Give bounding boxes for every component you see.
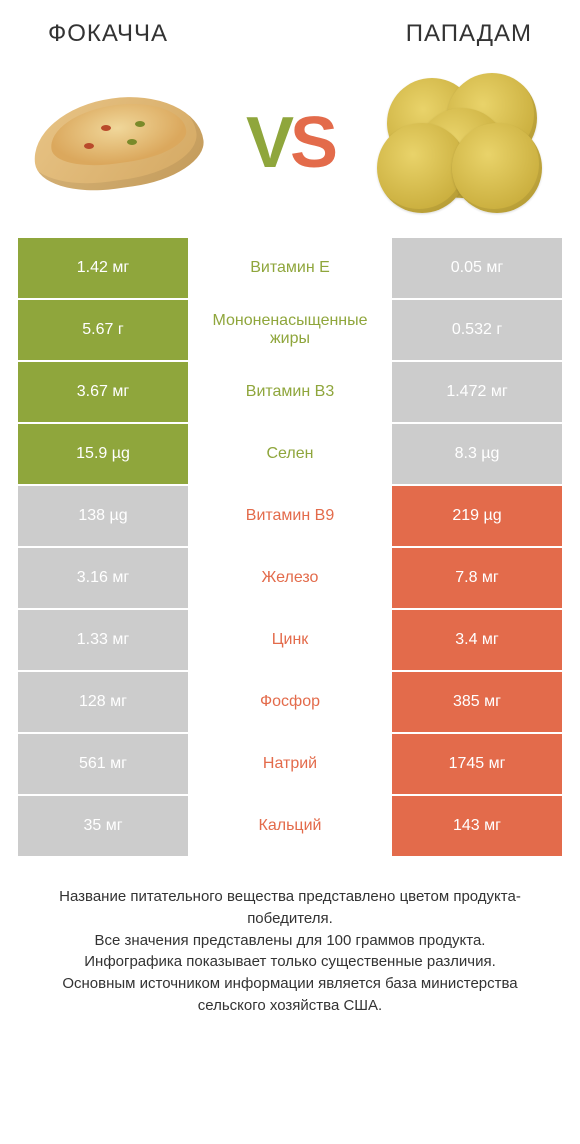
footer-line: Название питательного вещества представл… [30,886,550,930]
right-title: ПАПАДАМ [406,20,532,48]
table-row: 15.9 µgСелен8.3 µg [18,424,562,486]
left-title: ФОКАЧЧА [48,20,168,48]
left-value-cell: 35 мг [18,796,188,856]
left-value-cell: 3.16 мг [18,548,188,608]
table-row: 1.33 мгЦинк3.4 мг [18,610,562,672]
nutrient-label: Фосфор [188,672,392,732]
nutrient-label: Натрий [188,734,392,794]
right-value-cell: 0.532 г [392,300,562,360]
left-value-cell: 138 µg [18,486,188,546]
table-row: 1.42 мгВитамин E0.05 мг [18,238,562,300]
papadam-illustration [377,68,547,218]
nutrient-label: Витамин E [188,238,392,298]
table-row: 3.16 мгЖелезо7.8 мг [18,548,562,610]
table-row: 5.67 гМононенасыщенные жиры0.532 г [18,300,562,362]
footer-line: Инфографика показывает только существенн… [30,951,550,973]
left-value-cell: 5.67 г [18,300,188,360]
infographic-root: ФОКАЧЧА ПАПАДАМ VS 1 [0,0,580,1027]
right-value-cell: 1.472 мг [392,362,562,422]
nutrient-label: Селен [188,424,392,484]
left-value-cell: 128 мг [18,672,188,732]
right-value-cell: 3.4 мг [392,610,562,670]
footer-line: Все значения представлены для 100 граммо… [30,930,550,952]
vs-v: V [246,102,290,184]
left-value-cell: 15.9 µg [18,424,188,484]
left-food-image [28,73,208,213]
table-row: 128 мгФосфор385 мг [18,672,562,734]
table-row: 561 мгНатрий1745 мг [18,734,562,796]
nutrient-label: Мононенасыщенные жиры [188,300,392,360]
titles-row: ФОКАЧЧА ПАПАДАМ [18,20,562,58]
nutrient-label: Витамин B3 [188,362,392,422]
right-value-cell: 219 µg [392,486,562,546]
focaccia-illustration [33,98,203,188]
left-value-cell: 1.33 мг [18,610,188,670]
right-value-cell: 0.05 мг [392,238,562,298]
table-row: 138 µgВитамин B9219 µg [18,486,562,548]
right-value-cell: 1745 мг [392,734,562,794]
nutrient-label: Железо [188,548,392,608]
table-row: 35 мгКальций143 мг [18,796,562,858]
vs-label: VS [246,102,334,184]
right-value-cell: 143 мг [392,796,562,856]
comparison-table: 1.42 мгВитамин E0.05 мг5.67 гМононенасыщ… [18,238,562,858]
footer-notes: Название питательного вещества представл… [18,858,562,1017]
left-value-cell: 561 мг [18,734,188,794]
right-value-cell: 385 мг [392,672,562,732]
footer-line: Основным источником информации является … [30,973,550,1017]
right-food-image [372,73,552,213]
right-value-cell: 7.8 мг [392,548,562,608]
nutrient-label: Витамин B9 [188,486,392,546]
nutrient-label: Цинк [188,610,392,670]
left-value-cell: 3.67 мг [18,362,188,422]
hero-row: VS [18,58,562,238]
table-row: 3.67 мгВитамин B31.472 мг [18,362,562,424]
nutrient-label: Кальций [188,796,392,856]
right-value-cell: 8.3 µg [392,424,562,484]
vs-s: S [290,102,334,184]
left-value-cell: 1.42 мг [18,238,188,298]
